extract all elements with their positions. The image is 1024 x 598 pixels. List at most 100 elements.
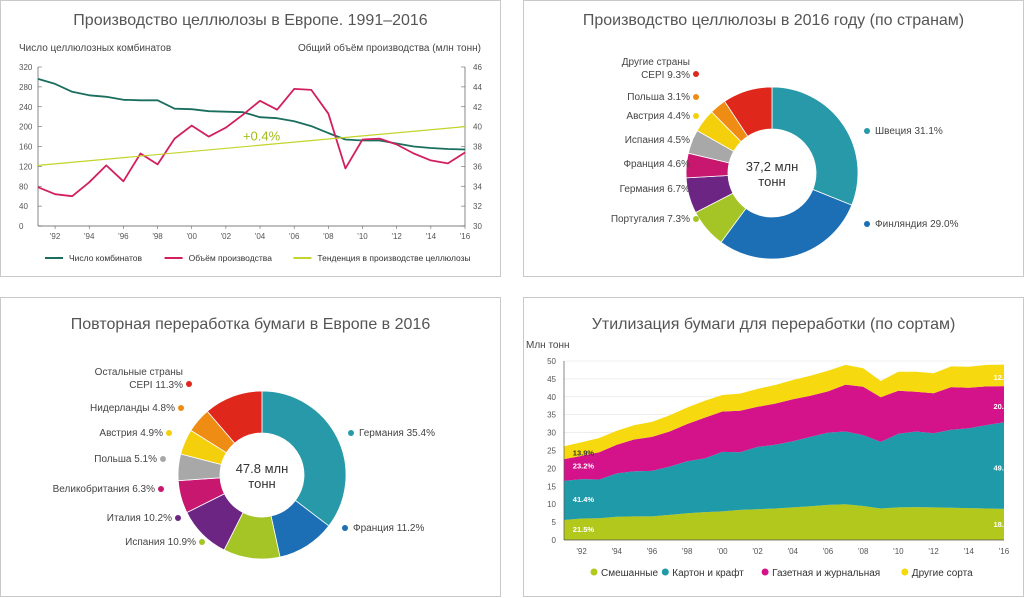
y-tick-left: 160 bbox=[19, 143, 33, 152]
legend-dot bbox=[693, 216, 699, 222]
y-tick-left: 200 bbox=[19, 123, 33, 132]
legend-dot bbox=[348, 430, 354, 436]
legend-dot bbox=[693, 71, 699, 77]
x-tick-label: '92 bbox=[50, 232, 61, 241]
legend-dot bbox=[693, 94, 699, 100]
area-series-3 bbox=[564, 384, 1004, 481]
legend-dot bbox=[160, 456, 166, 462]
legend-dot bbox=[661, 568, 669, 576]
slice-pct: 29.0% bbox=[930, 219, 958, 230]
x-tick-label: '96 bbox=[647, 547, 658, 556]
slice-pct: 11.2% bbox=[397, 523, 425, 534]
slice-pct: 9.3% bbox=[667, 70, 690, 81]
legend-dot bbox=[178, 405, 184, 411]
x-tick-label: '96 bbox=[118, 232, 129, 241]
legend-dot bbox=[864, 221, 870, 227]
legend-dot bbox=[693, 113, 699, 119]
panel-paper-utilisation: Утилизация бумаги для переработки (по со… bbox=[523, 297, 1024, 597]
slice-pct: 11.3% bbox=[155, 380, 183, 391]
area-percent-label: 13.9% bbox=[573, 448, 595, 457]
slice-pct: 4.6% bbox=[667, 159, 690, 170]
y-tick-left: 320 bbox=[19, 63, 33, 72]
donut-hole bbox=[220, 433, 304, 517]
legend-label: Смешанные bbox=[601, 568, 658, 579]
slice-label: Швеция 31.1% bbox=[875, 126, 943, 137]
legend-dot bbox=[199, 539, 205, 545]
slice-pct: 4.8% bbox=[152, 403, 175, 414]
panel-paper-recycling: Повторная переработка бумаги в Европе в … bbox=[0, 297, 501, 597]
legend-dot bbox=[158, 486, 164, 492]
x-tick-label: '98 bbox=[152, 232, 163, 241]
slice-label: Австрия 4.9% bbox=[99, 428, 163, 439]
legend-dot bbox=[761, 568, 769, 576]
slice-label: Испания 4.5% bbox=[625, 135, 690, 146]
y-tick-label: 35 bbox=[547, 411, 556, 420]
x-tick-label: '02 bbox=[221, 232, 232, 241]
y-tick-right: 40 bbox=[473, 123, 482, 132]
x-tick-label: '00 bbox=[717, 547, 728, 556]
y-tick-label: 5 bbox=[552, 518, 557, 527]
area-percent-label: 41.4% bbox=[573, 495, 595, 504]
x-tick-label: '10 bbox=[893, 547, 904, 556]
area-series-1 bbox=[564, 504, 1004, 540]
slice-pct: 31.1% bbox=[914, 126, 942, 137]
y-tick-left: 80 bbox=[19, 182, 28, 191]
x-tick-label: '16 bbox=[999, 547, 1010, 556]
legend-label: Другие сорта bbox=[912, 568, 973, 579]
donut-center-unit: тонн bbox=[758, 174, 785, 189]
y-tick-left: 120 bbox=[19, 162, 33, 171]
x-tick-label: '94 bbox=[84, 232, 95, 241]
slice-pct: 6.7% bbox=[667, 184, 690, 195]
slice-label: Португалия 7.3% bbox=[611, 214, 690, 225]
y-tick-label: 50 bbox=[547, 357, 556, 366]
y-tick-left: 0 bbox=[19, 222, 24, 231]
legend-dot bbox=[864, 128, 870, 134]
x-tick-label: '06 bbox=[289, 232, 300, 241]
area-percent-label: 49.7% bbox=[993, 463, 1015, 472]
donut-slice bbox=[720, 188, 853, 260]
slice-label-line1: Другие страны bbox=[622, 57, 690, 68]
y-tick-right: 42 bbox=[473, 103, 482, 112]
area-percent-label: 20.8% bbox=[993, 402, 1015, 411]
y-tick-right: 36 bbox=[473, 162, 482, 171]
legend-dot bbox=[175, 515, 181, 521]
slice-pct: 10.2% bbox=[144, 513, 172, 524]
slice-pct: 6.3% bbox=[132, 484, 155, 495]
slice-pct: 7.3% bbox=[667, 214, 690, 225]
x-tick-label: '10 bbox=[357, 232, 368, 241]
x-tick-label: '04 bbox=[255, 232, 266, 241]
x-tick-label: '16 bbox=[460, 232, 471, 241]
y-tick-label: 40 bbox=[547, 393, 556, 402]
slice-pct: 10.9% bbox=[168, 537, 196, 548]
y-tick-right: 30 bbox=[473, 222, 482, 231]
area-percent-label: 23.2% bbox=[573, 462, 595, 471]
legend-dot bbox=[166, 430, 172, 436]
donut-center-unit: тонн bbox=[248, 476, 275, 491]
x-tick-label: '04 bbox=[788, 547, 799, 556]
panel-pulp-production-europe: Производство целлюлозы в Европе. 1991–20… bbox=[0, 0, 501, 277]
slice-label: Франция 4.6% bbox=[623, 159, 690, 170]
y-tick-left: 280 bbox=[19, 83, 33, 92]
area-percent-label: 21.5% bbox=[573, 525, 595, 534]
slice-label: Великобритания 6.3% bbox=[53, 483, 155, 495]
legend-dot bbox=[901, 568, 909, 576]
legend-label: Число комбинатов bbox=[69, 253, 142, 263]
x-tick-label: '92 bbox=[576, 547, 587, 556]
donut-center-value: 47.8 млн bbox=[236, 461, 289, 476]
y-axis-label: Млн тонн bbox=[526, 340, 570, 351]
x-tick-label: '08 bbox=[323, 232, 334, 241]
slice-pct: 4.5% bbox=[667, 135, 690, 146]
slice-label: Финляндия 29.0% bbox=[875, 219, 959, 230]
legend-dot bbox=[590, 568, 598, 576]
slice-label: Польша 3.1% bbox=[627, 92, 690, 103]
slice-label-line2: CEPI 11.3% bbox=[129, 380, 183, 391]
legend-dot bbox=[693, 137, 699, 143]
slice-label: Нидерланды 4.8% bbox=[90, 403, 175, 414]
legend-dot bbox=[693, 161, 699, 167]
y-axis-label-left: Число целлюлозных комбинатов bbox=[19, 42, 171, 54]
panel-pulp-by-country: Производство целлюлозы в 2016 году (по с… bbox=[523, 0, 1024, 277]
area-series-2 bbox=[564, 422, 1004, 520]
legend-label: Картон и крафт bbox=[672, 567, 744, 579]
